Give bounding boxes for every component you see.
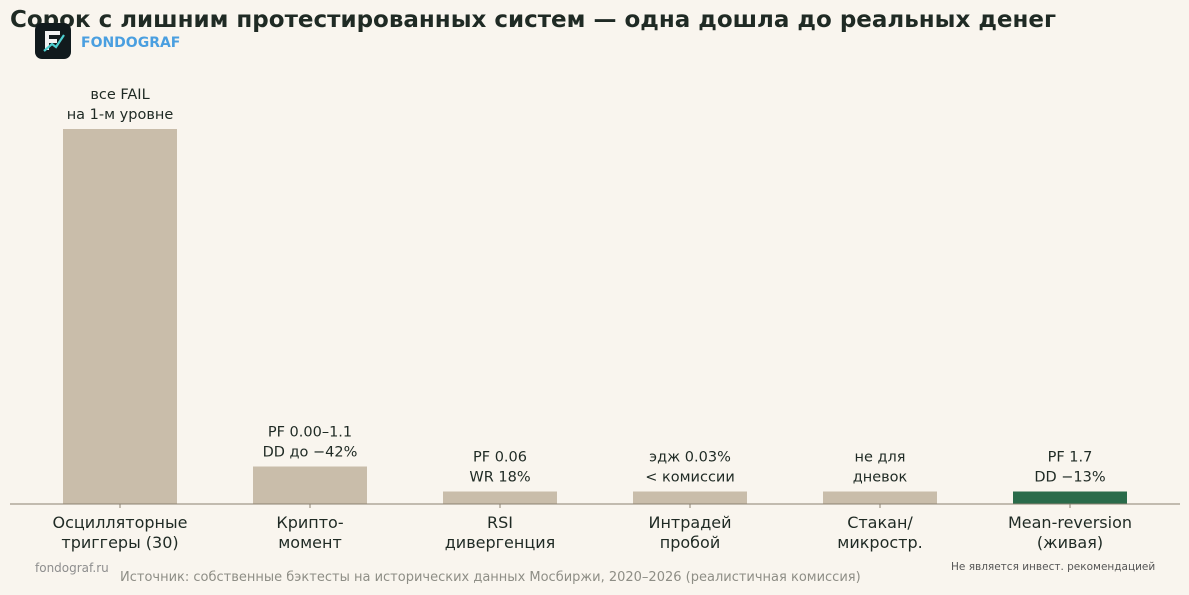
bar-annotation-1-0: PF 0.00–1.1 bbox=[268, 425, 352, 441]
bar-3 bbox=[633, 491, 747, 504]
bar-2 bbox=[443, 491, 557, 504]
bar-annotation-2-0: PF 0.06 bbox=[473, 450, 527, 466]
site-url: fondograf.ru bbox=[35, 561, 109, 575]
bar-annotation-0-1: на 1-м уровне bbox=[67, 107, 174, 123]
x-tick-label-5-0: Mean-reversion bbox=[1008, 513, 1132, 532]
x-tick-label-0-1: триггеры (30) bbox=[61, 533, 178, 552]
bar-annotation-4-0: не для bbox=[854, 450, 905, 466]
bar-annotation-1-1: DD до −42% bbox=[263, 445, 358, 461]
disclaimer: Не является инвест. рекомендацией bbox=[951, 561, 1156, 573]
x-tick-label-0-0: Осцилляторные bbox=[53, 513, 188, 532]
bar-5 bbox=[1013, 491, 1127, 504]
x-tick-label-2-0: RSI bbox=[487, 513, 513, 532]
x-tick-label-4-0: Стакан/ bbox=[847, 513, 913, 532]
bar-annotation-4-1: дневок bbox=[853, 470, 908, 486]
bar-annotation-5-1: DD −13% bbox=[1034, 470, 1105, 486]
x-tick-label-4-1: микростр. bbox=[837, 533, 922, 552]
fondograf-logo bbox=[35, 23, 71, 59]
x-tick-label-3-0: Интрадей bbox=[648, 513, 731, 532]
bar-annotation-3-0: эдж 0.03% bbox=[649, 450, 731, 466]
bar-annotation-3-1: < комиссии bbox=[645, 470, 735, 486]
bar-0 bbox=[63, 129, 177, 504]
bar-4 bbox=[823, 491, 937, 504]
x-tick-label-1-1: момент bbox=[278, 533, 342, 552]
source-note: Источник: собственные бэктесты на истори… bbox=[120, 570, 861, 585]
bar-annotation-0-0: все FAIL bbox=[90, 87, 149, 103]
x-tick-label-3-1: пробой bbox=[660, 533, 720, 552]
x-tick-label-2-1: дивергенция bbox=[445, 533, 556, 552]
bar-1 bbox=[253, 466, 367, 504]
bar-annotation-2-1: WR 18% bbox=[469, 470, 530, 486]
bar-annotation-5-0: PF 1.7 bbox=[1048, 450, 1093, 466]
chart-title: Сорок с лишним протестированных систем —… bbox=[10, 7, 1057, 33]
x-tick-label-1-0: Крипто- bbox=[276, 513, 343, 532]
x-tick-label-5-1: (живая) bbox=[1037, 533, 1103, 552]
brand-name: FONDOGRAF bbox=[81, 35, 181, 51]
